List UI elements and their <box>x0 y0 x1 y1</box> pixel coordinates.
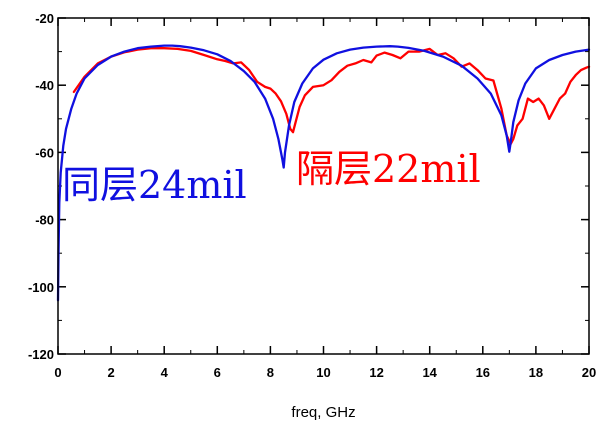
x-axis-title: freq, GHz <box>291 404 355 421</box>
series-layer <box>56 44 591 302</box>
y-tick-labels: -20 -40 -60 -80 -100 -120 <box>28 11 54 362</box>
plot-frame <box>57 17 590 355</box>
y-tick-label: -120 <box>28 347 54 362</box>
annotation-same-layer: 同层24mil <box>62 163 247 207</box>
x-tick-label: 10 <box>316 365 330 380</box>
y-tick-label: -100 <box>28 280 54 295</box>
annotation-different-layer: 隔层22mil <box>296 147 481 191</box>
x-tick-label: 6 <box>214 365 221 380</box>
y-tick-label: -60 <box>35 145 54 160</box>
x-tick-label: 12 <box>369 365 383 380</box>
series-line-0 <box>56 44 591 302</box>
x-tick-label: 18 <box>529 365 543 380</box>
y-tick-label: -20 <box>35 11 54 26</box>
x-tick-label: 16 <box>476 365 490 380</box>
y-tick-label: -40 <box>35 78 54 93</box>
x-tick-label: 14 <box>422 365 437 380</box>
x-tick-label: 8 <box>267 365 274 380</box>
series-line-1 <box>72 47 591 146</box>
x-tick-labels: 0 2 4 6 8 10 12 14 16 18 20 <box>54 365 596 380</box>
x-tick-label: 0 <box>54 365 61 380</box>
x-tick-label: 4 <box>161 365 169 380</box>
plot-area <box>58 18 589 354</box>
x-tick-label: 20 <box>582 365 596 380</box>
y-tick-label: -80 <box>35 213 54 228</box>
x-tick-label: 2 <box>107 365 114 380</box>
